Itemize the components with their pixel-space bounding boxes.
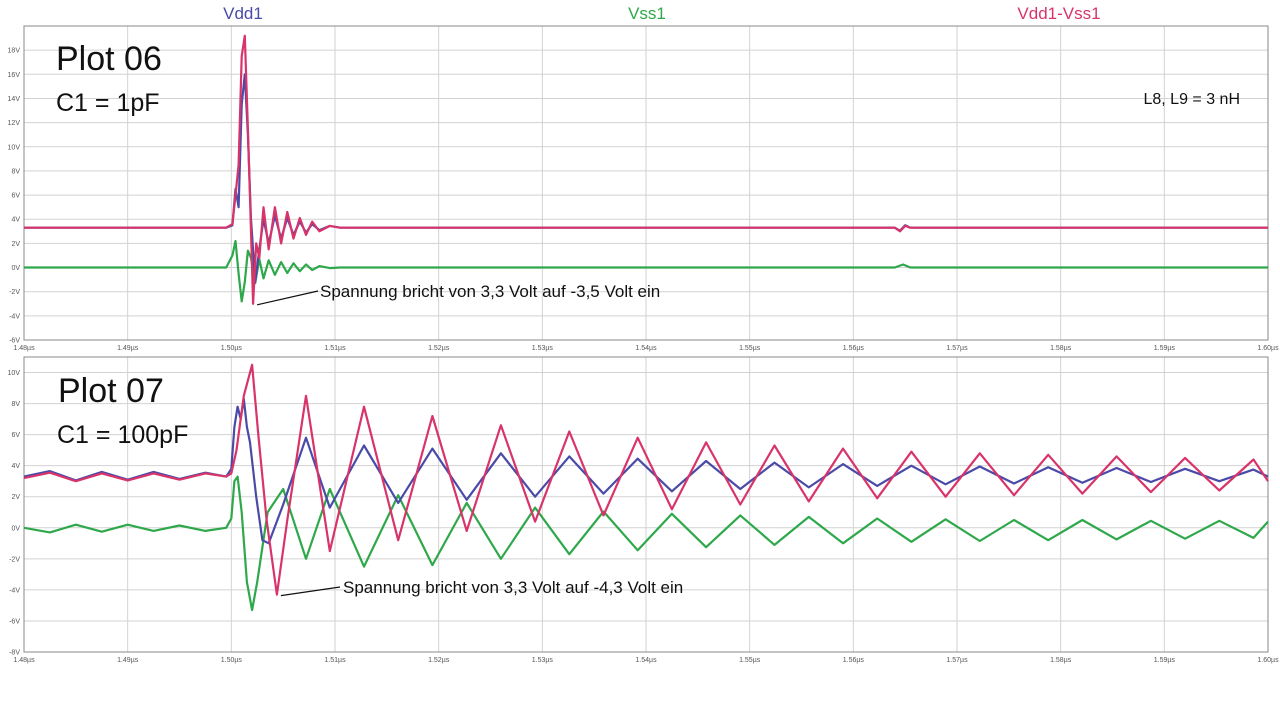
y-tick-label: 0V (11, 525, 20, 532)
x-tick-label: 1.58µs (1050, 345, 1072, 352)
x-tick-label: 1.56µs (843, 657, 865, 664)
y-tick-label: -2V (9, 556, 20, 563)
plot-frame (23, 25, 1269, 341)
plot-06-panel: 1.48µs 1.49µs 1.50µs 1.51µs 1.52µs 1.53µs 1.54… (8, 25, 1280, 352)
series-line-vss1 (24, 239, 1268, 303)
y-tick-label: 8V (11, 401, 20, 408)
plot-07-subtitle: C1 = 100pF (57, 421, 188, 449)
x-tick-label: 1.50µs (221, 345, 243, 352)
x-tick-label: 1.51µs (324, 345, 346, 352)
plot-06-annotation-leader (256, 290, 319, 306)
x-tick-label: 1.48µs (13, 345, 35, 352)
series-line-vss1 (23, 475, 1269, 612)
legend-vss1: Vss1 (628, 4, 666, 23)
x-tick-label: 1.53µs (532, 657, 554, 664)
plot-07-annotation: Spannung bricht von 3,3 Volt auf -4,3 Vo… (343, 578, 683, 597)
x-tick-label: 1.60µs (1257, 657, 1279, 664)
x-tick-label: 1.59µs (1154, 657, 1176, 664)
x-tick-label: 1.53µs (532, 345, 554, 352)
x-tick-label: 1.55µs (739, 345, 761, 352)
legend: Vdd1 Vss1 Vdd1-Vss1 (223, 4, 1100, 23)
y-tick-label: -2V (9, 289, 20, 296)
y-tick-label: 4V (11, 463, 20, 470)
legend-vdd1: Vdd1 (223, 4, 263, 23)
x-tick-label: 1.54µs (635, 657, 657, 664)
y-tick-label: 18V (8, 48, 21, 55)
legend-vdd1-vss1: Vdd1-Vss1 (1017, 4, 1100, 23)
y-tick-label: 16V (8, 72, 21, 79)
x-tick-label: 1.57µs (946, 345, 968, 352)
x-tick-label: 1.54µs (635, 345, 657, 352)
y-tick-label: 4V (11, 217, 20, 224)
plot-07-panel: 1.48µs 1.49µs 1.50µs 1.51µs 1.52µs 1.53µs 1.54… (8, 356, 1280, 664)
x-tick-label: 1.56µs (843, 345, 865, 352)
y-tick-label: -4V (9, 313, 20, 320)
x-tick-label: 1.49µs (117, 345, 139, 352)
plot-06-grid (23, 25, 1269, 341)
series-line-vdd1-vss1 (23, 363, 1269, 596)
y-tick-label: -6V (9, 618, 20, 625)
y-tick-label: 6V (11, 432, 20, 439)
plot-07-grid (23, 356, 1269, 653)
plot-06-annotation: Spannung bricht von 3,3 Volt auf -3,5 Vo… (320, 282, 660, 301)
x-tick-label: 1.52µs (428, 657, 450, 664)
plot-07-title: Plot 07 (58, 372, 164, 410)
plot-07-annotation-leader (280, 586, 341, 597)
y-tick-label: 6V (11, 193, 20, 200)
plot-frame (23, 356, 1269, 653)
y-tick-label: 2V (11, 494, 20, 501)
series-line-vdd1-vss1 (24, 34, 1268, 305)
plot-07-series (23, 363, 1269, 612)
x-tick-label: 1.48µs (13, 657, 35, 664)
plot-06-series (24, 34, 1268, 305)
plot-06-note: L8, L9 = 3 nH (1143, 91, 1240, 108)
x-tick-label: 1.59µs (1154, 345, 1176, 352)
y-tick-label: 10V (8, 144, 21, 151)
y-tick-label: 12V (8, 120, 21, 127)
y-tick-label: 10V (8, 370, 21, 377)
plot-06-subtitle: C1 = 1pF (56, 89, 160, 117)
x-tick-label: 1.57µs (946, 657, 968, 664)
y-tick-label: -6V (9, 338, 20, 345)
x-tick-label: 1.60µs (1257, 345, 1279, 352)
plot-07-ticks: 1.48µs 1.49µs 1.50µs 1.51µs 1.52µs 1.53µs 1.54… (8, 370, 1280, 664)
x-tick-label: 1.50µs (221, 657, 243, 664)
y-tick-label: 2V (11, 241, 20, 248)
y-tick-label: 14V (8, 96, 21, 103)
plot-06-title: Plot 06 (56, 40, 162, 78)
y-tick-label: -4V (9, 587, 20, 594)
y-tick-label: 0V (11, 265, 20, 272)
y-tick-label: -8V (9, 650, 20, 657)
x-tick-label: 1.51µs (324, 657, 346, 664)
x-tick-label: 1.55µs (739, 657, 761, 664)
x-tick-label: 1.52µs (428, 345, 450, 352)
x-tick-label: 1.49µs (117, 657, 139, 664)
y-tick-label: 8V (11, 168, 20, 175)
plot-06-ticks: 1.48µs 1.49µs 1.50µs 1.51µs 1.52µs 1.53µs 1.54… (8, 48, 1280, 352)
x-tick-label: 1.58µs (1050, 657, 1072, 664)
